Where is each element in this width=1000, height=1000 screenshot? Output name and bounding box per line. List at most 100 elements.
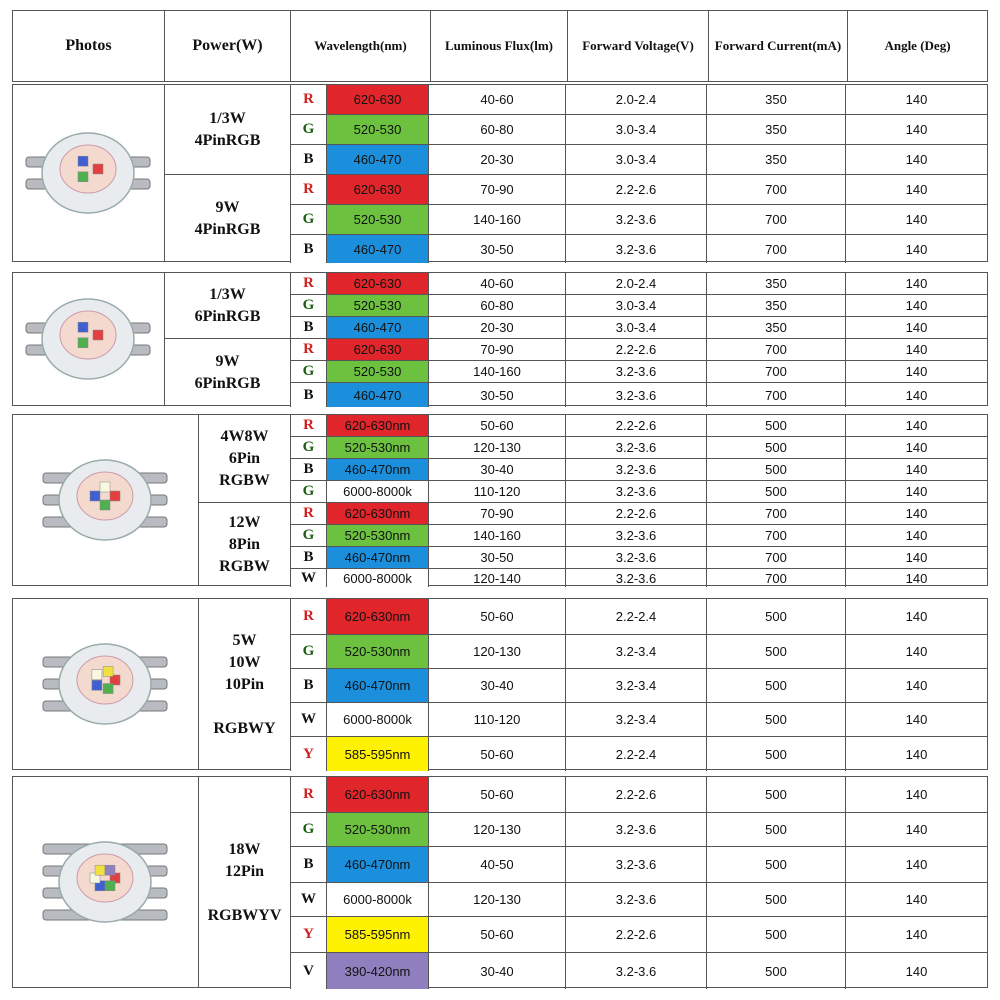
current-cell: 500 xyxy=(707,953,846,989)
angle-cell: 140 xyxy=(905,570,928,586)
flux-cell: 50-60 xyxy=(429,415,566,436)
wavelength-cell: 460-470nm xyxy=(327,459,429,480)
flux-cell: 110-120 xyxy=(429,481,566,502)
wavelength-cell: 520-530 xyxy=(327,115,429,144)
table-row: B 460-470 20-30 3.0-3.4 350 140 xyxy=(291,317,987,339)
angle-cell: 140 xyxy=(905,712,928,727)
angle-cell: 140 xyxy=(905,241,928,257)
table-row: G 520-530nm 120-130 3.2-3.6 500 140 xyxy=(291,437,987,459)
color-letter: B xyxy=(291,383,327,407)
flux-cell: 110-120 xyxy=(429,703,566,736)
flux-cell: 60-80 xyxy=(429,295,566,316)
angle-cell: 140 xyxy=(905,320,928,335)
current-cell: 700 xyxy=(707,235,846,263)
angle-cell: 140 xyxy=(905,678,928,693)
header-current: Forward Current(mA) xyxy=(709,11,848,81)
current-cell: 500 xyxy=(707,437,846,458)
current-cell: 500 xyxy=(707,635,846,668)
wavelength-cell: 620-630nm xyxy=(327,777,429,812)
angle-cell: 140 xyxy=(905,364,928,379)
color-letter: G xyxy=(291,437,327,458)
voltage-cell: 3.2-3.6 xyxy=(566,383,707,407)
angle-cell: 140 xyxy=(905,506,928,521)
angle-cell: 140 xyxy=(905,550,928,565)
table-row: W 6000-8000k 120-130 3.2-3.6 500 140 xyxy=(291,883,987,917)
current-cell: 500 xyxy=(707,481,846,502)
color-letter: B xyxy=(291,459,327,480)
table-row: G 520-530 140-160 3.2-3.6 700 140 xyxy=(291,205,987,235)
angle-cell: 140 xyxy=(905,182,928,197)
voltage-cell: 3.2-3.6 xyxy=(566,883,707,916)
table-row: R 620-630 70-90 2.2-2.6 700 140 xyxy=(291,175,987,205)
flux-cell: 30-50 xyxy=(429,547,566,568)
voltage-cell: 3.2-3.6 xyxy=(566,459,707,480)
table-row: R 620-630nm 50-60 2.2-2.4 500 140 xyxy=(291,599,987,635)
color-letter: G xyxy=(291,205,327,234)
color-letter: R xyxy=(291,503,327,524)
angle-cell: 140 xyxy=(905,122,928,137)
table-row: Y 585-595nm 50-60 2.2-2.4 500 140 xyxy=(291,737,987,771)
flux-cell: 140-160 xyxy=(429,525,566,546)
table-row: R 620-630nm 70-90 2.2-2.6 700 140 xyxy=(291,503,987,525)
flux-cell: 70-90 xyxy=(429,503,566,524)
color-letter: G xyxy=(291,295,327,316)
led-photo-icon xyxy=(42,841,168,923)
wavelength-cell: 6000-8000k xyxy=(327,481,429,502)
voltage-cell: 3.2-3.4 xyxy=(566,669,707,702)
flux-cell: 120-130 xyxy=(429,635,566,668)
color-letter: B xyxy=(291,235,327,263)
flux-cell: 30-50 xyxy=(429,235,566,263)
led-photo xyxy=(13,777,199,987)
color-letter: G xyxy=(291,481,327,502)
wavelength-cell: 520-530nm xyxy=(327,635,429,668)
voltage-cell: 2.2-2.6 xyxy=(566,175,707,204)
current-cell: 500 xyxy=(707,737,846,771)
angle-cell: 140 xyxy=(905,212,928,227)
flux-cell: 20-30 xyxy=(429,317,566,338)
current-cell: 700 xyxy=(707,525,846,546)
flux-cell: 50-60 xyxy=(429,777,566,812)
wavelength-cell: 520-530nm xyxy=(327,525,429,546)
table-row: Y 585-595nm 50-60 2.2-2.6 500 140 xyxy=(291,917,987,953)
color-letter: Y xyxy=(291,917,327,952)
wavelength-cell: 460-470nm xyxy=(327,547,429,568)
flux-cell: 30-40 xyxy=(429,669,566,702)
current-cell: 350 xyxy=(707,295,846,316)
wavelength-cell: 520-530 xyxy=(327,295,429,316)
current-cell: 500 xyxy=(707,599,846,634)
current-cell: 700 xyxy=(707,339,846,360)
header-angle: Angle (Deg) xyxy=(884,38,951,53)
voltage-cell: 2.0-2.4 xyxy=(566,273,707,294)
wavelength-cell: 620-630nm xyxy=(327,599,429,634)
current-cell: 350 xyxy=(707,85,846,114)
table-row: B 460-470nm 30-40 3.2-3.6 500 140 xyxy=(291,459,987,481)
wavelength-cell: 620-630nm xyxy=(327,415,429,436)
wavelength-cell: 520-530nm xyxy=(327,813,429,846)
table-row: R 620-630nm 50-60 2.2-2.6 500 140 xyxy=(291,415,987,437)
color-letter: R xyxy=(291,175,327,204)
flux-cell: 120-130 xyxy=(429,813,566,846)
color-letter: W xyxy=(291,569,327,587)
flux-cell: 20-30 xyxy=(429,145,566,174)
led-photo-icon xyxy=(25,132,151,214)
flux-cell: 30-40 xyxy=(429,459,566,480)
power-cell: 18W 12Pin RGBWYV xyxy=(199,777,291,989)
led-group: 1/3W 4PinRGB 9W 4PinRGB R 620-630 40-60 2.0-2… xyxy=(12,84,988,263)
current-cell: 700 xyxy=(707,361,846,382)
header-power: Power(W) xyxy=(165,11,291,81)
led-group: 4W8W 6Pin RGBW 12W 8Pin RGBW R 620-630nm 50-… xyxy=(12,414,988,587)
table-row: W 6000-8000k 120-140 3.2-3.6 700 140 xyxy=(291,569,987,587)
color-letter: B xyxy=(291,317,327,338)
flux-cell: 140-160 xyxy=(429,361,566,382)
color-letter: B xyxy=(291,145,327,174)
color-letter: G xyxy=(291,115,327,144)
voltage-cell: 3.2-3.6 xyxy=(566,235,707,263)
voltage-cell: 3.2-3.6 xyxy=(566,813,707,846)
voltage-cell: 2.2-2.6 xyxy=(566,917,707,952)
flux-cell: 50-60 xyxy=(429,917,566,952)
current-cell: 700 xyxy=(707,547,846,568)
led-photo xyxy=(13,599,199,769)
angle-cell: 140 xyxy=(905,644,928,659)
angle-cell: 140 xyxy=(905,342,928,357)
flux-cell: 120-130 xyxy=(429,883,566,916)
